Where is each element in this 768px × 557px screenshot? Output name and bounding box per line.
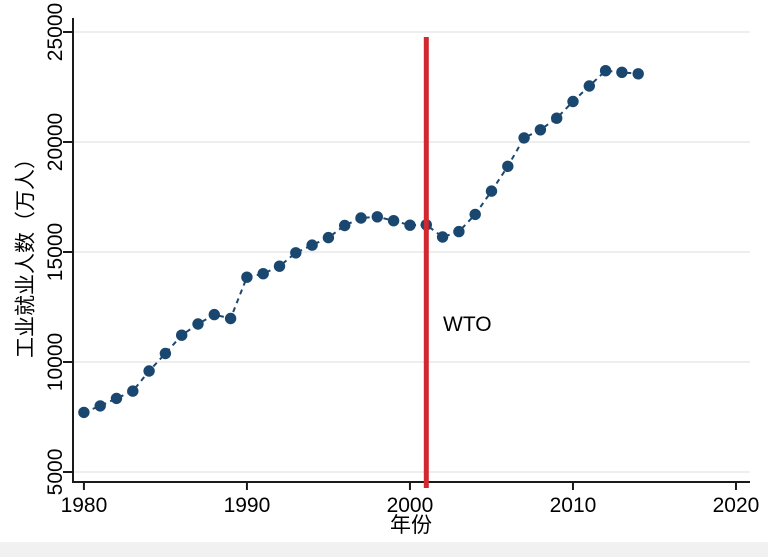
- data-point-2007: [518, 132, 530, 144]
- x-tick-label-2020: 2020: [713, 494, 760, 517]
- data-point-2002: [436, 231, 449, 243]
- x-tick-label-1990: 1990: [224, 494, 271, 517]
- data-point-1980: [78, 406, 90, 419]
- x-tick-label-2000: 2000: [387, 494, 434, 517]
- data-point-1985: [159, 347, 172, 360]
- series-dashed-line: [83, 69, 639, 414]
- data-point-1984: [143, 365, 155, 377]
- data-point-1991: [257, 268, 269, 280]
- y-tick-label-25000: 25000: [44, 3, 67, 61]
- data-point-1987: [192, 318, 204, 330]
- x-axis-title: 年份: [390, 514, 432, 537]
- y-tick-label-20000: 20000: [44, 113, 67, 171]
- y-tick-label-5000: 5000: [44, 449, 67, 496]
- data-point-1982: [110, 392, 123, 405]
- data-point-2003: [453, 225, 465, 238]
- data-point-1983: [127, 385, 139, 397]
- data-point-1998: [371, 211, 383, 223]
- y-tick-label-15000: 15000: [44, 223, 67, 281]
- data-point-1995: [322, 231, 335, 244]
- data-point-2005: [485, 185, 498, 197]
- data-point-2013: [616, 66, 628, 79]
- data-point-1986: [176, 329, 188, 341]
- data-point-1981: [94, 400, 106, 412]
- data-point-1996: [339, 219, 351, 232]
- bottom-strip: [0, 542, 768, 557]
- y-axis-title: 工业就业人数（万人）: [14, 148, 38, 358]
- data-point-2014: [632, 68, 644, 80]
- data-point-2006: [502, 160, 514, 172]
- data-point-2008: [534, 124, 547, 136]
- data-point-1993: [290, 247, 302, 259]
- data-point-2011: [583, 80, 595, 92]
- wto-reference-label: WTO: [443, 313, 492, 336]
- data-point-1988: [208, 308, 220, 321]
- data-point-1997: [355, 212, 367, 224]
- data-point-1992: [273, 260, 286, 272]
- data-point-2004: [469, 208, 481, 221]
- data-point-1989: [224, 312, 237, 325]
- x-tick-label-2010: 2010: [550, 494, 597, 517]
- data-point-1990: [241, 271, 253, 283]
- data-point-2009: [551, 112, 563, 124]
- y-tick-label-10000: 10000: [44, 333, 67, 391]
- data-point-1994: [306, 239, 318, 251]
- data-point-2012: [599, 65, 612, 77]
- data-point-2000: [404, 219, 416, 231]
- data-point-1999: [387, 215, 400, 227]
- data-point-2010: [567, 95, 579, 108]
- x-tick-label-1980: 1980: [61, 494, 108, 517]
